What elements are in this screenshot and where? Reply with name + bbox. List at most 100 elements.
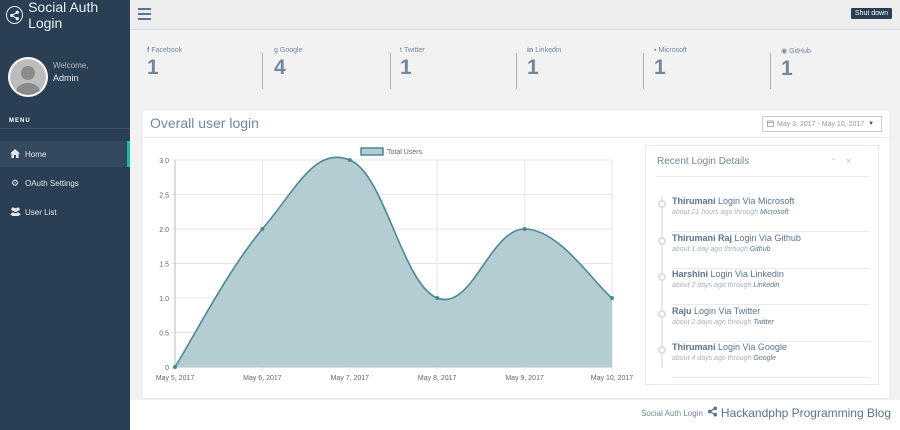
list-item[interactable]: Thirumani Login Via Google about 4 days a…: [658, 342, 870, 378]
timeline-line: [661, 196, 663, 368]
stat-label: Microsoft: [658, 47, 687, 54]
data-point: [522, 227, 527, 231]
data-point: [610, 296, 614, 300]
sidebar-item-label: OAuth Settings: [25, 178, 79, 188]
stat-divider: [770, 53, 771, 89]
shutdown-button[interactable]: Shut down: [850, 8, 892, 19]
login-action: Login Via Twitter: [694, 305, 761, 316]
stat-value: 1: [781, 57, 793, 80]
top-navbar: Shut down: [130, 0, 900, 30]
windows-icon: ▪: [654, 47, 657, 54]
login-user: Harshini: [672, 269, 709, 279]
stat-value: 4: [274, 56, 286, 79]
twitter-icon: t: [400, 47, 402, 54]
user-login-chart: 0 0.5 1.0 1.5 2.0 2.5 3.0 May 5, 2017 May 6, 201…: [156, 147, 634, 382]
footer: Social Auth Login Hackandphp Programming…: [130, 400, 900, 430]
stat-value: 1: [527, 56, 539, 79]
y-tick-label: 1.0: [159, 296, 169, 303]
brand[interactable]: Social Auth Login: [0, 0, 130, 31]
y-tick-label: 3.0: [159, 158, 169, 165]
stat-divider: [516, 53, 517, 89]
timeline-dot: [658, 273, 666, 281]
profile: Welcome, Admin: [0, 30, 130, 112]
login-time: about 21 hours ago through: [672, 209, 759, 216]
sidebar-item-label: Home: [25, 149, 47, 159]
login-user: Thirumani Raj: [672, 232, 733, 243]
stat-facebook: f Facebook 1: [147, 47, 182, 92]
calendar-icon: [767, 120, 774, 129]
list-item[interactable]: Raju Login Via Twitter about 2 days ago t…: [658, 305, 870, 342]
login-source-link[interactable]: Github: [749, 245, 771, 253]
timeline-dot: [658, 200, 666, 208]
sidebar-item-label: User List: [25, 207, 57, 217]
home-icon: [9, 148, 21, 160]
x-tick-label: May 8, 2017: [418, 375, 457, 382]
stat-github: ◉ GitHub 1: [781, 47, 811, 92]
timeline-dot: [658, 236, 666, 245]
login-source-link[interactable]: Microsoft: [759, 209, 789, 216]
panel-title: Overall user login: [150, 115, 259, 131]
menu-toggle-icon[interactable]: [138, 8, 151, 20]
legend-label: Total Users: [387, 149, 423, 156]
stat-label: Google: [279, 47, 303, 54]
login-source-link[interactable]: Google: [753, 355, 776, 362]
close-icon[interactable]: ✕: [845, 157, 852, 166]
welcome-text: Welcome,: [53, 60, 89, 70]
login-user: Thirumani: [672, 196, 716, 206]
stats-row: f Facebook 1 g Google 4 t Twitter 1 in Linke…: [130, 31, 900, 103]
date-range-value: May 3, 2017 - May 10, 2017: [777, 120, 865, 128]
stat-divider: [390, 53, 391, 89]
recent-divider: [656, 176, 870, 177]
list-item[interactable]: Harshini Login Via Linkedin about 2 days …: [658, 269, 870, 305]
login-action: Login Via Google: [718, 342, 787, 352]
login-action: Login Via Github: [734, 232, 801, 243]
stat-value: 1: [400, 56, 412, 79]
login-action: Login Via Linkedin: [710, 269, 784, 279]
timeline-dot: [658, 309, 666, 318]
data-point: [347, 158, 352, 162]
facebook-icon: f: [147, 47, 150, 54]
stat-microsoft: ▪ Microsoft 1: [654, 47, 687, 92]
users-icon: [9, 207, 21, 218]
overview-panel: Overall user login May 3, 2017 - May 10,…: [141, 109, 891, 399]
y-tick-label: 2.5: [159, 193, 169, 200]
login-user: Raju: [672, 305, 692, 316]
x-tick-label: May 10, 2017: [591, 375, 634, 382]
list-item[interactable]: Thirumani Login Via Microsoft about 21 ho…: [658, 196, 870, 232]
footer-text: Social Auth Login: [641, 408, 703, 418]
login-time: about 2 days ago through: [672, 318, 752, 326]
data-point: [173, 365, 177, 369]
y-tick-label: 0: [165, 365, 169, 372]
share-icon: [6, 6, 24, 24]
stat-value: 1: [147, 56, 159, 79]
sidebar-item-user-list[interactable]: User List: [0, 199, 130, 225]
stat-twitter: t Twitter 1: [400, 47, 425, 92]
gear-icon: ⚙: [10, 177, 20, 188]
share-icon: [707, 406, 718, 420]
y-tick-label: 2.0: [159, 227, 169, 234]
login-source-link[interactable]: Linkedin: [753, 282, 780, 289]
data-point: [260, 227, 265, 231]
avatar: [8, 56, 48, 97]
timeline-dot: [658, 346, 666, 354]
date-range-picker[interactable]: May 3, 2017 - May 10, 2017 ▼: [762, 116, 882, 132]
collapse-icon[interactable]: ⌃: [830, 157, 838, 166]
legend-swatch: [360, 147, 384, 156]
data-point: [435, 296, 440, 300]
sidebar: Social Auth Login Welcome, Admin MENU Ho…: [0, 0, 130, 430]
sidebar-item-home[interactable]: Home: [0, 141, 130, 167]
login-time: about 4 days ago through: [672, 355, 752, 362]
footer-link[interactable]: Hackandphp Programming Blog: [720, 406, 891, 420]
login-time: about 2 days ago through: [672, 282, 752, 289]
list-item[interactable]: Thirumani Raj Login Via Github about 1 da…: [658, 232, 870, 269]
stat-linkedin: in Linkedin 1: [527, 47, 561, 92]
caret-down-icon: ▼: [868, 121, 875, 127]
series-line: [174, 156, 613, 368]
sidebar-item-oauth-settings[interactable]: ⚙ OAuth Settings: [0, 170, 130, 196]
recent-title: Recent Login Details: [657, 156, 750, 167]
stat-label: Twitter: [403, 47, 425, 54]
login-user: Thirumani: [672, 342, 716, 352]
stat-label: Facebook: [151, 47, 183, 54]
login-source-link[interactable]: Twitter: [753, 318, 774, 326]
series-area: [175, 157, 612, 367]
